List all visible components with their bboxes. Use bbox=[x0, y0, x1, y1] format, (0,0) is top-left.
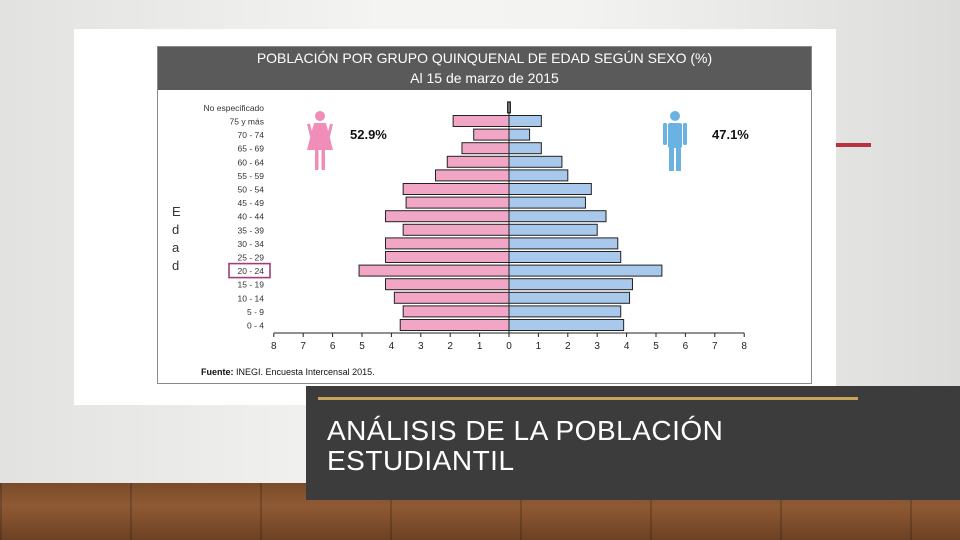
bar-male bbox=[508, 291, 631, 304]
bar-male bbox=[508, 278, 633, 291]
bar-female bbox=[385, 278, 510, 291]
category-label: 40 - 44 bbox=[238, 212, 265, 222]
x-tick-label: 4 bbox=[389, 341, 395, 352]
bar-male bbox=[508, 251, 622, 263]
x-tick-label: 6 bbox=[330, 341, 336, 352]
x-tick-label: 2 bbox=[565, 341, 571, 352]
title-box bbox=[306, 386, 960, 500]
source-label: Fuente: bbox=[201, 367, 234, 377]
x-tick-label: 1 bbox=[477, 341, 483, 352]
slide-title-line2: ESTUDIANTIL bbox=[327, 445, 515, 476]
x-tick-label: 1 bbox=[536, 341, 542, 352]
x-tick-label: 2 bbox=[447, 341, 453, 352]
bar-female bbox=[473, 128, 510, 141]
bar-female bbox=[358, 264, 510, 277]
ylabel-letter: d bbox=[172, 258, 180, 273]
category-label: 65 - 69 bbox=[238, 144, 265, 154]
ylabel-letter: d bbox=[172, 222, 180, 237]
woman-icon bbox=[307, 111, 333, 170]
bar-male bbox=[508, 196, 586, 209]
chart-header: POBLACIÓN POR GRUPO QUINQUENAL DE EDAD S… bbox=[158, 47, 811, 90]
bar-female bbox=[399, 319, 510, 331]
chart-title: POBLACIÓN POR GRUPO QUINQUENAL DE EDAD S… bbox=[256, 50, 713, 66]
category-label: 20 - 24 bbox=[238, 266, 265, 276]
bar-male bbox=[508, 305, 622, 318]
bar-female bbox=[393, 291, 510, 304]
source-text: INEGI. Encuesta Intercensal 2015. bbox=[236, 367, 375, 377]
bar-female bbox=[405, 196, 510, 209]
x-tick-label: 7 bbox=[300, 341, 306, 352]
bar-female bbox=[446, 155, 510, 168]
x-tick-label: 5 bbox=[359, 341, 365, 352]
ylabel-letter: E bbox=[172, 204, 181, 219]
x-tick-label: 5 bbox=[653, 341, 659, 352]
bar-female bbox=[385, 251, 510, 263]
bar-female bbox=[402, 183, 510, 195]
category-label: 30 - 34 bbox=[238, 239, 265, 249]
male-percent: 47.1% bbox=[712, 127, 749, 142]
bar-female bbox=[402, 305, 510, 318]
category-label: 5 - 9 bbox=[247, 307, 264, 317]
bar-female bbox=[385, 210, 510, 223]
bar-female bbox=[461, 142, 510, 155]
x-tick-label: 8 bbox=[271, 341, 277, 352]
category-label: 50 - 54 bbox=[238, 185, 265, 195]
category-highlight bbox=[228, 262, 271, 279]
category-label: 35 - 39 bbox=[238, 225, 265, 235]
bar-male bbox=[508, 155, 563, 168]
chart-source: Fuente: INEGI. Encuesta Intercensal 2015… bbox=[201, 367, 375, 377]
x-tick-label: 3 bbox=[418, 341, 424, 352]
x-tick-label: 0 bbox=[506, 341, 512, 352]
category-label: No especificado bbox=[204, 103, 265, 113]
bar-male bbox=[508, 128, 531, 141]
bar-male bbox=[508, 319, 625, 331]
accent-line bbox=[836, 143, 871, 147]
man-icon bbox=[663, 111, 687, 171]
category-label: 60 - 64 bbox=[238, 157, 265, 167]
bar-male bbox=[508, 264, 663, 277]
category-label: 25 - 29 bbox=[238, 253, 265, 263]
bar-female bbox=[385, 237, 510, 250]
category-label: 75 y más bbox=[230, 117, 265, 127]
category-label: 10 - 14 bbox=[238, 293, 265, 303]
slide-title: ANÁLISIS DE LA POBLACIÓN ESTUDIANTIL bbox=[327, 416, 847, 476]
category-label: 0 - 4 bbox=[247, 321, 264, 331]
chart-panel: POBLACIÓN POR GRUPO QUINQUENAL DE EDAD S… bbox=[157, 46, 812, 384]
bar-male bbox=[508, 142, 542, 155]
chart-subtitle: Al 15 de marzo de 2015 bbox=[410, 70, 559, 86]
bar-male bbox=[508, 223, 598, 236]
slide-title-line1: ANÁLISIS DE LA POBLACIÓN bbox=[327, 415, 724, 446]
x-tick-label: 8 bbox=[741, 341, 747, 352]
title-rule bbox=[318, 397, 858, 400]
bar-female bbox=[402, 223, 510, 236]
ylabel-letter: a bbox=[172, 240, 180, 255]
category-label: 45 - 49 bbox=[238, 198, 265, 208]
category-label: 70 - 74 bbox=[238, 130, 265, 140]
bar-male bbox=[508, 210, 607, 223]
category-label: 15 - 19 bbox=[238, 280, 265, 290]
x-tick-label: 4 bbox=[624, 341, 630, 352]
x-tick-label: 6 bbox=[683, 341, 689, 352]
bar-male bbox=[508, 115, 542, 127]
category-label: 55 - 59 bbox=[238, 171, 265, 181]
female-percent: 52.9% bbox=[350, 127, 387, 142]
bar-female bbox=[435, 169, 510, 182]
x-tick-label: 7 bbox=[712, 341, 718, 352]
bar-male bbox=[508, 183, 592, 195]
bar-male bbox=[508, 237, 619, 250]
bar-male bbox=[508, 169, 569, 182]
x-tick-label: 3 bbox=[594, 341, 600, 352]
bar-female bbox=[452, 115, 510, 127]
